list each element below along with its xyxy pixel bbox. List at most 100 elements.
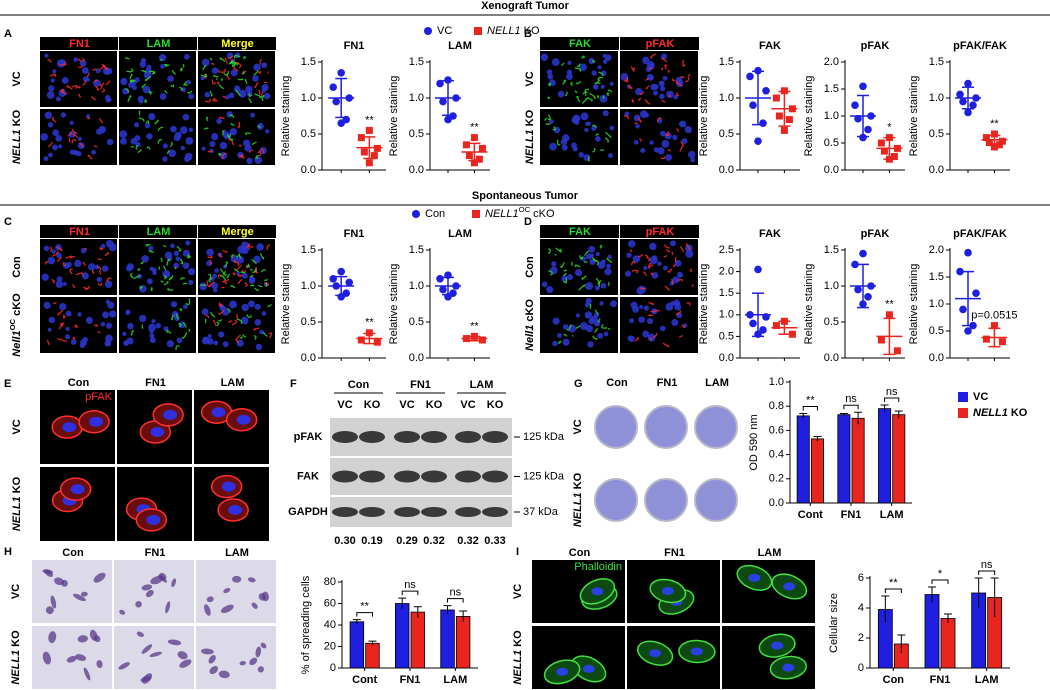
stain-fiber bbox=[68, 137, 71, 143]
nucleus bbox=[48, 316, 56, 324]
nucleus bbox=[188, 279, 194, 285]
x-tick-label: FN1 bbox=[841, 509, 862, 521]
nucleus bbox=[642, 56, 650, 65]
nucleus bbox=[639, 110, 648, 118]
stain-fiber bbox=[677, 278, 683, 282]
stained-cell bbox=[141, 644, 153, 654]
y-tick-label: 0.4 bbox=[769, 449, 784, 461]
nucleus bbox=[179, 126, 188, 134]
significance-label: ns bbox=[981, 559, 993, 571]
y-tick-label: 0.0 bbox=[824, 352, 839, 364]
bar bbox=[440, 609, 455, 669]
stain-fiber bbox=[666, 249, 671, 253]
nucleus bbox=[225, 95, 230, 100]
y-tick-label: 1.0 bbox=[301, 280, 316, 292]
data-point bbox=[436, 275, 444, 283]
stained-cell bbox=[145, 589, 154, 598]
stain-fiber bbox=[233, 268, 239, 273]
column-header-bg bbox=[620, 225, 699, 238]
legend-label-rest: KO bbox=[1011, 407, 1028, 419]
stain-fiber bbox=[152, 71, 156, 75]
stain-fiber bbox=[129, 79, 135, 83]
stain-fiber bbox=[629, 249, 633, 253]
significance-label: ** bbox=[365, 114, 374, 126]
stain-fiber bbox=[268, 332, 273, 339]
nucleus bbox=[87, 263, 96, 271]
bar bbox=[878, 408, 892, 504]
y-tick-label: 0.5 bbox=[301, 128, 316, 140]
nucleus bbox=[182, 304, 188, 310]
nucleus bbox=[571, 142, 577, 149]
data-point bbox=[893, 347, 901, 355]
stain-fiber bbox=[666, 134, 671, 136]
data-point bbox=[436, 79, 444, 88]
y-tick-label: 1.5 bbox=[824, 244, 839, 256]
stain-fiber bbox=[222, 249, 228, 253]
bar bbox=[796, 415, 810, 504]
stain-fiber bbox=[640, 91, 645, 96]
nucleus bbox=[69, 149, 75, 155]
stained-cell bbox=[223, 587, 231, 594]
stain-fiber bbox=[650, 53, 657, 59]
blot-lane: KO bbox=[487, 399, 504, 411]
significance-label: * bbox=[887, 122, 892, 134]
stain-fiber bbox=[137, 268, 141, 272]
nucleus bbox=[659, 325, 666, 332]
stain-fiber bbox=[218, 253, 223, 258]
nucleus bbox=[588, 318, 595, 325]
stain-fiber bbox=[127, 95, 132, 102]
stain-fiber bbox=[222, 130, 224, 136]
nucleus bbox=[244, 144, 252, 152]
nucleus bbox=[261, 311, 267, 316]
nucleus bbox=[43, 156, 49, 162]
nucleus bbox=[70, 484, 85, 495]
significance-label: ** bbox=[885, 299, 894, 311]
stain-fiber bbox=[234, 260, 240, 267]
nucleus bbox=[56, 59, 65, 68]
stain-fiber bbox=[97, 330, 101, 334]
x-tick-label: Cont bbox=[798, 509, 823, 521]
nucleus bbox=[562, 134, 570, 142]
stain-fiber bbox=[257, 125, 261, 129]
stain-fiber bbox=[667, 69, 670, 74]
x-tick-label: FN1 bbox=[930, 674, 951, 686]
stain-fiber bbox=[212, 98, 218, 102]
stain-fiber bbox=[227, 55, 234, 60]
blot-row-label: pFAK bbox=[294, 431, 323, 443]
y-axis-label: Relative staining bbox=[388, 264, 400, 345]
x-tick-label: Con bbox=[883, 674, 905, 686]
nucleus bbox=[46, 91, 55, 99]
stain-fiber bbox=[601, 324, 608, 329]
band-ratio: 0.32 bbox=[423, 535, 444, 547]
nucleus bbox=[671, 319, 679, 327]
data-point bbox=[890, 153, 898, 160]
data-point bbox=[475, 155, 483, 163]
micrograph bbox=[119, 51, 196, 107]
stain-fiber bbox=[146, 146, 151, 150]
stain-fiber bbox=[593, 327, 599, 333]
nucleus bbox=[96, 276, 102, 283]
stain-fiber bbox=[218, 116, 225, 120]
y-tick-label: 1.5 bbox=[409, 56, 424, 68]
stain-fiber bbox=[244, 282, 248, 288]
nucleus bbox=[149, 337, 156, 344]
stain-fiber bbox=[237, 318, 243, 325]
nucleus bbox=[557, 90, 565, 98]
stain-fiber bbox=[94, 79, 98, 83]
nucleus bbox=[610, 300, 617, 308]
nucleus bbox=[666, 90, 674, 99]
y-axis-label: Relative staining bbox=[803, 264, 815, 345]
stain-fiber bbox=[81, 57, 85, 62]
stain-fiber bbox=[230, 285, 236, 289]
y-tick-label: 0.0 bbox=[409, 164, 424, 176]
stain-fiber bbox=[230, 122, 236, 127]
nucleus bbox=[55, 280, 64, 288]
nucleus bbox=[65, 326, 70, 331]
stain-fiber bbox=[62, 314, 66, 319]
row-label: Con bbox=[524, 256, 536, 278]
stain-fiber bbox=[254, 93, 262, 99]
stain-fiber bbox=[686, 302, 691, 306]
stain-fiber bbox=[598, 71, 604, 77]
nucleus bbox=[102, 265, 109, 272]
data-point bbox=[360, 148, 368, 156]
